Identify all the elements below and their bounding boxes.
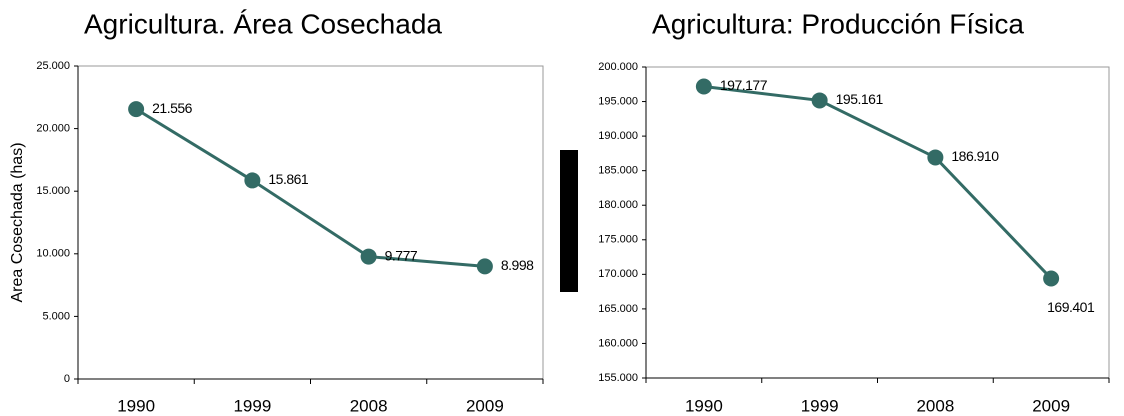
y-tick-label: 15.000 xyxy=(36,185,70,197)
plot-frame xyxy=(77,65,544,380)
value-label: 169.401 xyxy=(1047,299,1095,315)
y-tick-label: 20.000 xyxy=(36,123,70,135)
marker xyxy=(476,258,493,275)
x-tick-label: 2008 xyxy=(350,396,388,415)
chart-title: Agricultura. Área Cosechada xyxy=(84,8,442,39)
y-tick-label: 175.000 xyxy=(598,234,638,246)
x-tick-label: 2009 xyxy=(1032,396,1070,415)
y-tick-label: 25.000 xyxy=(36,60,70,72)
y-tick-label: 155.000 xyxy=(598,372,638,384)
marker xyxy=(811,92,828,109)
value-label: 186.910 xyxy=(951,148,999,164)
y-tick-label: 180.000 xyxy=(598,199,638,211)
y-tick-label: 0 xyxy=(64,373,70,385)
redaction xyxy=(560,150,578,292)
marker xyxy=(1043,270,1060,287)
y-tick-label: 190.000 xyxy=(598,130,638,142)
value-label: 9.777 xyxy=(385,247,418,263)
y-tick-label: 10.000 xyxy=(36,248,70,260)
plot-frame xyxy=(645,66,1110,379)
line xyxy=(135,107,486,268)
chart-title: Agricultura: Producción Física xyxy=(652,8,1024,39)
value-label: 21.556 xyxy=(152,100,193,116)
x-tick-label: 1999 xyxy=(233,396,271,415)
value-label: 195.161 xyxy=(836,91,884,107)
y-tick-label: 200.000 xyxy=(598,61,638,73)
y-tick-label: 170.000 xyxy=(598,268,638,280)
y-tick-label: 5.000 xyxy=(42,310,70,322)
value-label: 8.998 xyxy=(501,257,534,273)
value-label: 15.861 xyxy=(268,171,309,187)
marker xyxy=(128,101,145,118)
x-tick-label: 2008 xyxy=(916,396,954,415)
x-tick-label: 1990 xyxy=(685,396,723,415)
line xyxy=(703,85,1053,280)
marker xyxy=(244,172,261,189)
marker xyxy=(695,78,712,95)
y-tick-label: 185.000 xyxy=(598,165,638,177)
value-label: 197.177 xyxy=(720,77,768,93)
marker xyxy=(927,149,944,166)
y-tick-label: 160.000 xyxy=(598,337,638,349)
x-tick-label: 1999 xyxy=(801,396,839,415)
y-tick-label: 195.000 xyxy=(598,95,638,107)
marker xyxy=(360,248,377,265)
x-tick-label: 1990 xyxy=(117,396,155,415)
y-tick-label: 165.000 xyxy=(598,303,638,315)
x-tick-label: 2009 xyxy=(466,396,504,415)
y-axis-label: Area Cosechada (has) xyxy=(9,142,26,302)
